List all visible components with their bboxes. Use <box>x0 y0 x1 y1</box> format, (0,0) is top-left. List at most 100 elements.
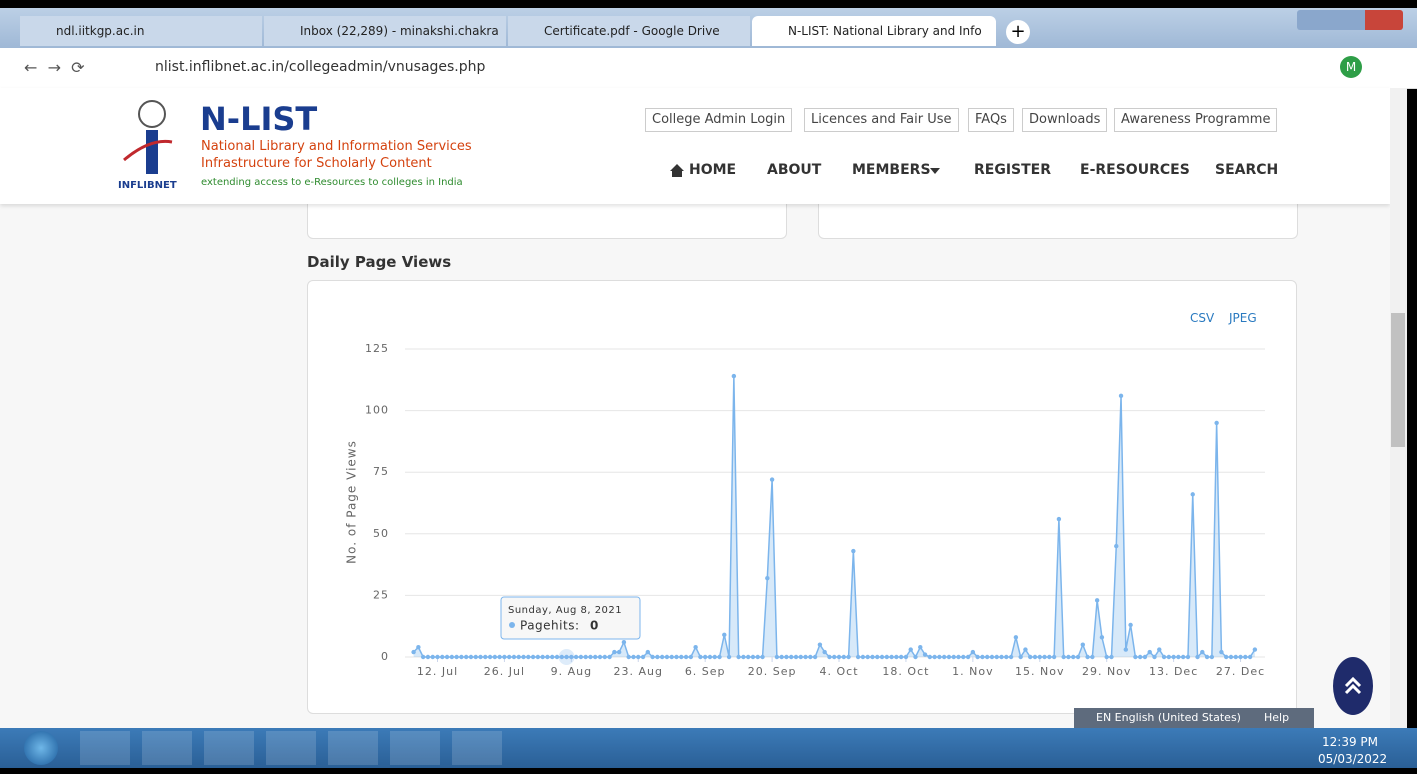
y-axis-title: No. of Page Views <box>345 440 359 564</box>
point <box>665 655 669 659</box>
point <box>961 655 965 659</box>
scroll-thumb[interactable] <box>1391 313 1405 447</box>
x-tick-label: 15. Nov <box>1015 665 1064 678</box>
point <box>822 650 826 654</box>
point <box>1191 492 1195 496</box>
point <box>842 655 846 659</box>
point <box>813 655 817 659</box>
point <box>1071 655 1075 659</box>
point <box>851 549 855 553</box>
taskbar-apps[interactable] <box>80 731 510 765</box>
x-tick-label: 9. Aug <box>551 665 592 678</box>
point <box>760 655 764 659</box>
point <box>416 645 420 649</box>
point <box>698 655 702 659</box>
point <box>502 655 506 659</box>
point <box>603 655 607 659</box>
point <box>545 655 549 659</box>
point <box>904 655 908 659</box>
point <box>593 655 597 659</box>
point <box>1014 635 1018 639</box>
point <box>775 655 779 659</box>
point <box>670 655 674 659</box>
point <box>679 655 683 659</box>
point <box>799 655 803 659</box>
point <box>636 655 640 659</box>
point <box>689 655 693 659</box>
point <box>794 655 798 659</box>
point <box>1152 655 1156 659</box>
point <box>507 655 511 659</box>
point <box>846 655 850 659</box>
point <box>1076 655 1080 659</box>
point <box>861 655 865 659</box>
point <box>517 655 521 659</box>
point <box>1066 655 1070 659</box>
point <box>684 655 688 659</box>
point <box>1238 655 1242 659</box>
scroll-top-button[interactable] <box>1332 656 1374 716</box>
point <box>1214 421 1218 425</box>
point <box>655 655 659 659</box>
clock-time: 12:39 PM <box>1322 735 1378 749</box>
point <box>885 655 889 659</box>
point <box>866 655 870 659</box>
point <box>746 655 750 659</box>
point <box>1124 647 1128 651</box>
point <box>1167 655 1171 659</box>
point <box>1061 655 1065 659</box>
point <box>937 655 941 659</box>
point <box>779 655 783 659</box>
point <box>1009 655 1013 659</box>
point <box>1162 655 1166 659</box>
point <box>464 655 468 659</box>
point <box>1004 655 1008 659</box>
point <box>985 655 989 659</box>
point <box>469 655 473 659</box>
x-tick-label: 23. Aug <box>614 665 663 678</box>
x-tick-label: 27. Dec <box>1216 665 1265 678</box>
tooltip-dot <box>509 622 515 628</box>
point <box>660 655 664 659</box>
point <box>478 655 482 659</box>
point <box>1114 544 1118 548</box>
language[interactable]: EN English (United States) <box>1096 711 1241 724</box>
point <box>765 576 769 580</box>
x-tick-label: 18. Oct <box>882 665 929 678</box>
point <box>1171 655 1175 659</box>
point <box>450 655 454 659</box>
point <box>1100 635 1104 639</box>
help[interactable]: Help <box>1264 711 1289 724</box>
point <box>1119 394 1123 398</box>
point <box>789 655 793 659</box>
point <box>889 655 893 659</box>
point <box>474 655 478 659</box>
point <box>1095 598 1099 602</box>
point <box>1205 655 1209 659</box>
point <box>1210 655 1214 659</box>
point <box>1090 655 1094 659</box>
point <box>956 655 960 659</box>
point <box>928 655 932 659</box>
point <box>894 655 898 659</box>
start-button[interactable] <box>24 731 58 765</box>
point <box>493 655 497 659</box>
point <box>440 655 444 659</box>
point <box>693 645 697 649</box>
point <box>1081 642 1085 646</box>
point <box>459 655 463 659</box>
point <box>1033 655 1037 659</box>
point <box>990 655 994 659</box>
point <box>1176 655 1180 659</box>
point <box>1028 655 1032 659</box>
point <box>932 655 936 659</box>
point <box>1200 650 1204 654</box>
point <box>550 655 554 659</box>
point <box>431 655 435 659</box>
point <box>708 655 712 659</box>
y-tick-label: 100 <box>365 404 389 417</box>
point <box>1234 655 1238 659</box>
point <box>1128 623 1132 627</box>
point <box>732 374 736 378</box>
point <box>1148 650 1152 654</box>
